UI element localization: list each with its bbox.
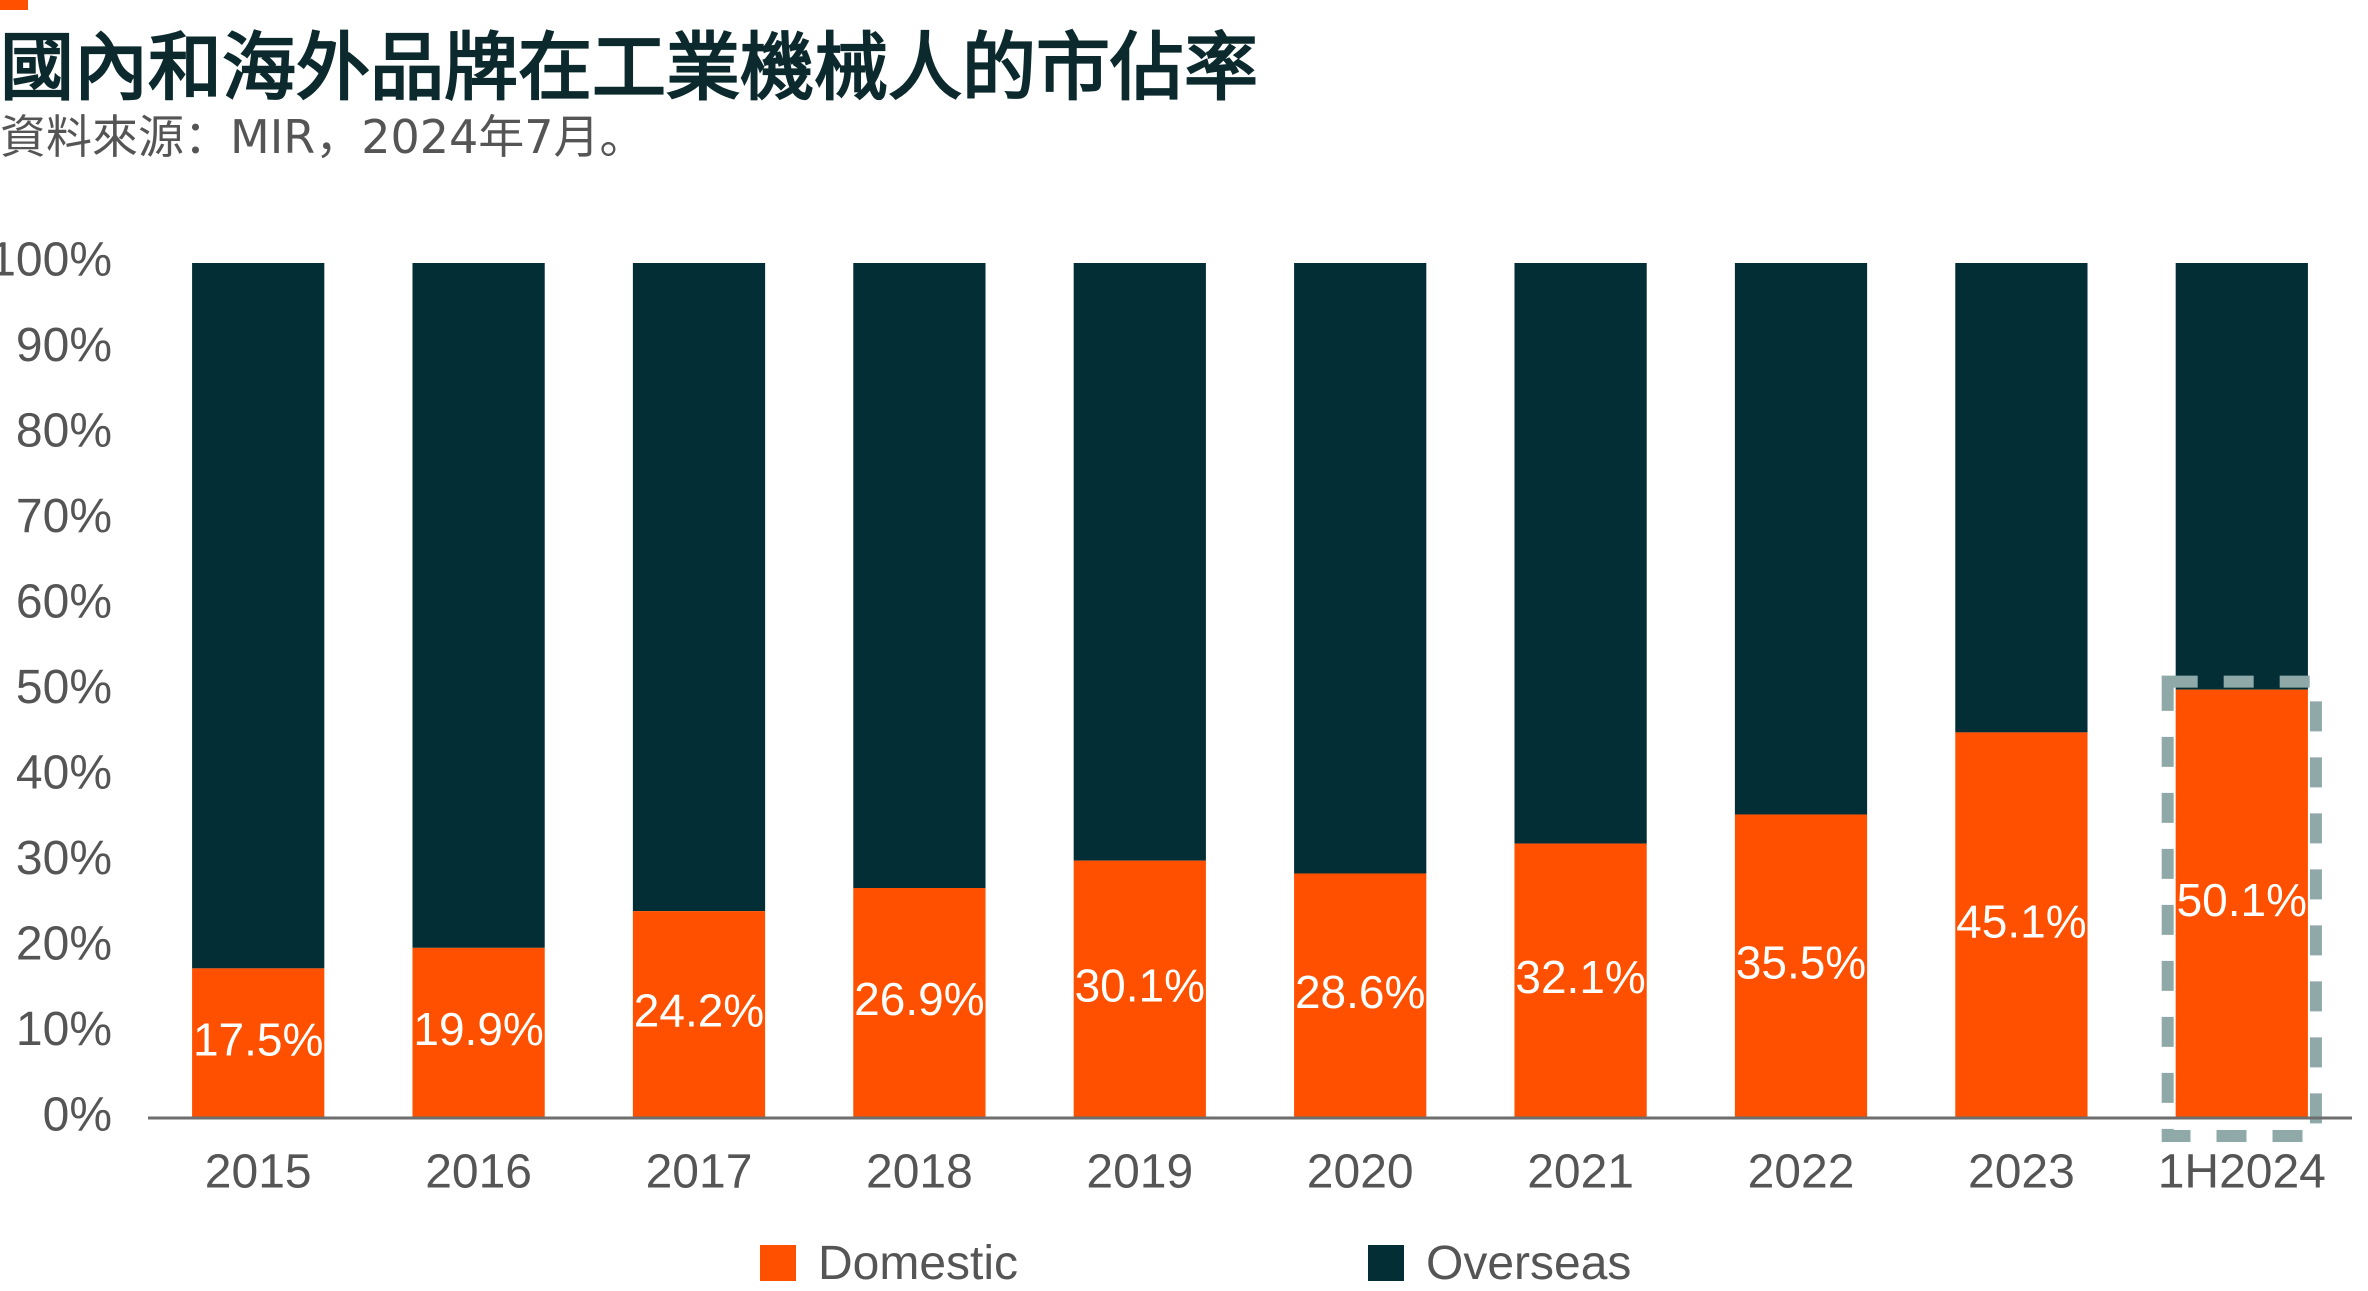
data-label: 35.5% — [1736, 936, 1866, 988]
legend-swatch-overseas — [1368, 1245, 1404, 1281]
bar-domestic — [1734, 814, 1868, 1118]
bar-overseas — [1073, 263, 1206, 861]
x-tick-label: 1H2024 — [2158, 1146, 2326, 1199]
bar-domestic — [1294, 873, 1427, 1118]
bar-domestic — [192, 968, 325, 1118]
y-tick-label: 90% — [16, 319, 112, 372]
bar-overseas — [1734, 263, 1868, 815]
x-tick-label: 2016 — [425, 1146, 532, 1199]
y-tick-label: 80% — [16, 405, 112, 458]
highlight-box — [2161, 675, 2322, 1143]
y-tick-label: 0% — [43, 1089, 112, 1142]
x-tick-label: 2020 — [1307, 1146, 1414, 1199]
bar-overseas — [412, 263, 545, 948]
bar-overseas — [632, 263, 766, 912]
y-tick-label: 100% — [0, 234, 112, 287]
legend-swatch-domestic — [760, 1245, 796, 1281]
y-tick-label: 60% — [16, 576, 112, 629]
x-tick-label: 2022 — [1748, 1146, 1855, 1199]
bar-overseas — [192, 263, 325, 969]
data-label: 19.9% — [413, 1003, 543, 1055]
bar-overseas — [1955, 263, 2088, 733]
bar-domestic — [632, 911, 766, 1118]
x-tick-label: 2021 — [1527, 1146, 1634, 1199]
y-tick-label: 50% — [16, 661, 112, 714]
bar-domestic — [1955, 732, 2088, 1118]
y-tick-label: 30% — [16, 832, 112, 885]
bar-domestic — [1073, 860, 1206, 1118]
chart-title: 國內和海外品牌在工業機械人的市佔率 — [0, 25, 1258, 111]
data-label: 26.9% — [854, 973, 984, 1025]
bar-overseas — [2175, 263, 2308, 690]
data-label: 24.2% — [634, 985, 764, 1037]
x-tick-label: 2019 — [1086, 1146, 1193, 1199]
data-label: 32.1% — [1515, 951, 1645, 1003]
data-label: 45.1% — [1956, 895, 2086, 947]
x-tick-label: 2015 — [205, 1146, 312, 1199]
data-label: 50.1% — [2177, 874, 2307, 926]
bar-domestic — [412, 947, 545, 1118]
legend-label-domestic: Domestic — [818, 1236, 1019, 1290]
bar-overseas — [1294, 263, 1427, 874]
x-tick-label: 2018 — [866, 1146, 973, 1199]
bar-overseas — [1514, 263, 1647, 844]
y-tick-label: 70% — [16, 490, 112, 543]
bar-domestic — [853, 888, 986, 1118]
y-tick-label: 10% — [16, 1003, 112, 1056]
data-label: 28.6% — [1295, 966, 1425, 1018]
legend-item-domestic: Domestic — [760, 1236, 1018, 1290]
chart-subtitle: 資料來源：MIR，2024年7月。 — [0, 110, 646, 164]
y-tick-label: 40% — [16, 747, 112, 800]
accent-mark — [0, 0, 28, 10]
data-label: 30.1% — [1075, 959, 1205, 1011]
data-label: 17.5% — [193, 1013, 323, 1065]
bar-domestic — [1514, 843, 1647, 1118]
y-tick-label: 20% — [16, 918, 112, 971]
x-tick-label: 2023 — [1968, 1146, 2075, 1199]
bar-overseas — [853, 263, 986, 889]
x-tick-label: 2017 — [646, 1146, 753, 1199]
bar-domestic — [2175, 689, 2308, 1118]
legend-item-overseas: Overseas — [1368, 1236, 1631, 1290]
legend-label-overseas: Overseas — [1426, 1236, 1632, 1290]
